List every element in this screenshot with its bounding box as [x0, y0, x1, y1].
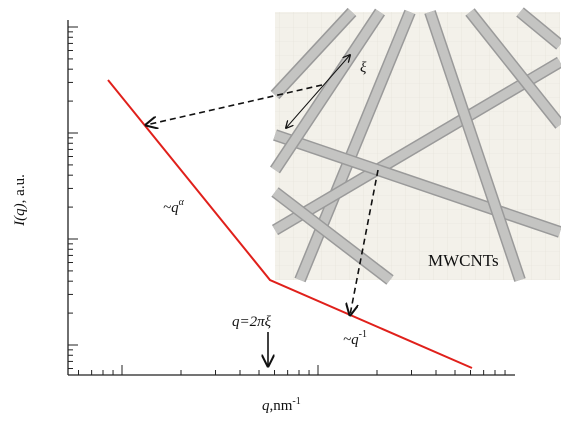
length-symbol: ξ: [360, 60, 367, 76]
y-axis-label: I(q), a.u.: [12, 174, 28, 227]
y-unit: , a.u.: [12, 174, 28, 203]
crossover-rhs: =2πξ: [240, 314, 272, 330]
slope-label: ~q-1: [343, 329, 367, 348]
crossover-label: q=2πξ: [232, 314, 272, 330]
figure: ξ MWCNTs ~qα ~q-1 q=2πξ q,nm-1 I(q), a.u…: [0, 0, 561, 421]
x-axis-label: q,nm-1: [262, 396, 301, 414]
x-exponent: -1: [292, 396, 300, 407]
slope-exponent: α: [179, 197, 185, 208]
slope-label: ~qα: [163, 197, 185, 216]
slope-prefix: ~q: [343, 332, 359, 348]
y-symbol: I(q): [12, 203, 28, 227]
inset: ξ MWCNTs: [275, 12, 560, 280]
inset-label: MWCNTs: [428, 251, 499, 270]
slope-exponent: -1: [359, 329, 367, 340]
slope-prefix: ~q: [163, 200, 179, 216]
x-unit: ,nm: [270, 398, 293, 414]
